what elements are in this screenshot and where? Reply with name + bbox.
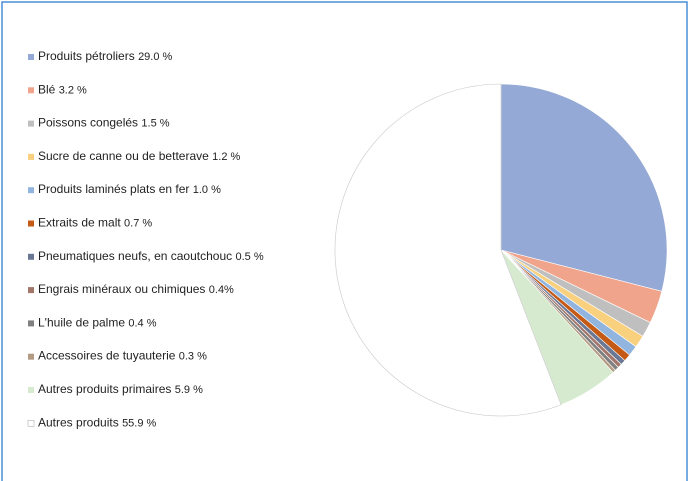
legend-value: 29.0 % [138, 51, 172, 63]
legend-swatch [28, 320, 34, 327]
legend-name: L'huile de palme [38, 316, 125, 330]
legend-entry: Accessoires de tuyauterie 0.3 % [38, 349, 207, 363]
legend-entry: L'huile de palme 0.4 % [38, 316, 157, 330]
legend-name: Autres produits [38, 415, 119, 429]
legend-value: 5.9 % [175, 384, 203, 396]
legend-swatch [28, 120, 34, 127]
legend-entry: Produits laminés plats en fer 1.0 % [38, 182, 221, 196]
legend-name: Accessoires de tuyauterie [38, 349, 176, 363]
legend-value: 55.9 % [122, 417, 156, 429]
legend-value: 3.2 % [59, 84, 87, 96]
legend-name: Produits laminés plats en fer [38, 182, 189, 196]
legend-swatch [28, 87, 34, 94]
legend-value: 0.4 % [128, 317, 156, 329]
legend-swatch [28, 387, 34, 393]
legend-value: 1.0 % [193, 184, 221, 196]
legend-name: Sucre de canne ou de betterave [38, 149, 209, 163]
legend-entry: Blé 3.2 % [38, 82, 87, 96]
legend-entry: Sucre de canne ou de betterave 1.2 % [38, 149, 240, 163]
legend-value: 1.2 % [212, 151, 240, 163]
legend-value: 0.3 % [179, 351, 207, 363]
legend-swatch [28, 287, 34, 294]
legend-name: Autres produits primaires [38, 382, 171, 396]
legend-name: Pneumatiques neufs, en caoutchouc [38, 249, 232, 263]
legend-name: Produits pétroliers [38, 49, 135, 63]
legend-entry: Autres produits 55.9 % [38, 415, 157, 429]
legend-entry: Extraits de malt 0.7 % [38, 216, 152, 230]
legend-swatch [27, 419, 35, 427]
legend-swatch [28, 187, 34, 194]
legend-entry: Poissons congelés 1.5 % [38, 116, 170, 130]
legend-entry: Engrais minéraux ou chimiques 0.4% [38, 282, 234, 296]
pie-slice [500, 83, 668, 292]
legend-value: 1.5 % [141, 118, 169, 130]
legend-swatch [28, 220, 34, 227]
legend-entry: Produits pétroliers 29.0 % [38, 49, 173, 63]
legend-value: 0.7 % [124, 217, 152, 229]
legend-name: Extraits de malt [38, 216, 121, 230]
legend-swatch [28, 353, 34, 360]
legend-value: 0.4% [209, 284, 234, 296]
legend-swatch [28, 54, 34, 60]
legend-name: Poissons congelés [38, 116, 138, 130]
legend-swatch [28, 153, 34, 160]
legend-entry: Autres produits primaires 5.9 % [38, 382, 203, 396]
legend-entry: Pneumatiques neufs, en caoutchouc 0.5 % [38, 249, 264, 263]
legend-name: Engrais minéraux ou chimiques [38, 282, 205, 296]
legend-name: Blé [38, 82, 56, 96]
legend-swatch [28, 253, 34, 260]
pie-slice [334, 83, 562, 417]
legend-value: 0.5 % [235, 251, 263, 263]
